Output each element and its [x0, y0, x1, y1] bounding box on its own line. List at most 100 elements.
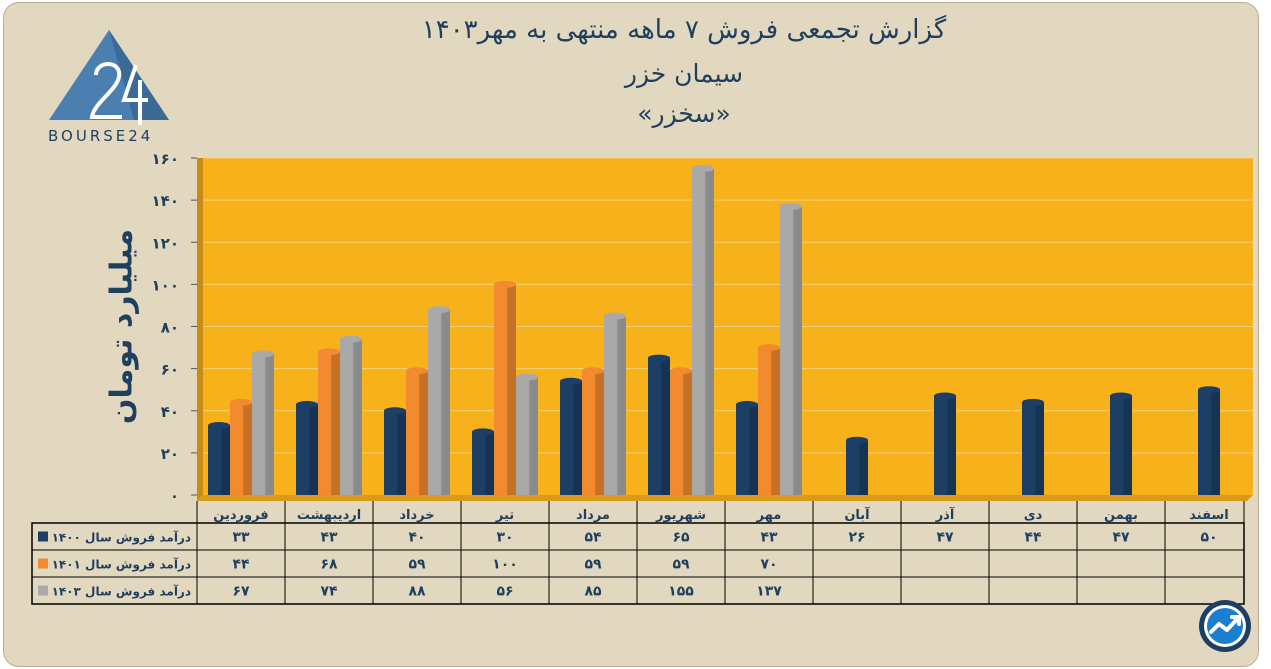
x-tick-label: شهریور [655, 508, 706, 523]
bar [934, 392, 956, 495]
y-tick-label: ۱۲۰ [152, 234, 179, 252]
bar-cap [670, 367, 692, 375]
data-label: ۵۹ [584, 557, 602, 573]
bar-shade [1123, 396, 1132, 495]
bar-shade [331, 351, 340, 495]
bar-cap [582, 367, 604, 375]
bar-shade [859, 440, 868, 495]
data-label: ۴۷ [936, 530, 954, 546]
data-label: ۴۴ [1024, 530, 1042, 546]
data-label: ۵۶ [496, 584, 513, 600]
bar [208, 421, 230, 495]
bar-cap [252, 350, 274, 358]
bar-body [516, 377, 538, 495]
chart-subtitle: سیمان خزر [624, 59, 744, 88]
bar-body [384, 410, 406, 495]
data-label: ۶۷ [232, 584, 250, 600]
bar-body [318, 351, 340, 495]
x-tick-label: مرداد [576, 508, 610, 523]
bar [1198, 386, 1220, 495]
data-label: ۱۵۵ [668, 584, 694, 600]
bar-cap [934, 392, 956, 400]
logo-text: BOURSE24 [48, 127, 154, 145]
bar-cap [494, 280, 516, 288]
bar-cap [472, 428, 494, 436]
bar [384, 407, 406, 495]
bar-shade [397, 410, 406, 495]
bar-shade [1211, 389, 1220, 495]
bar-shade [529, 377, 538, 495]
bar-cap [1022, 398, 1044, 406]
bar-cap [296, 400, 318, 408]
x-tick-label: مهر [756, 508, 782, 523]
bar [736, 400, 758, 495]
bar-shade [595, 370, 604, 495]
data-label: ۵۹ [408, 557, 426, 573]
bar-body [296, 404, 318, 495]
bar-cap [406, 367, 428, 375]
bar-body [934, 396, 956, 495]
legend-swatch [38, 558, 48, 569]
bar [472, 428, 494, 495]
bar [604, 312, 626, 495]
bar-body [846, 440, 868, 495]
bar-cap [208, 421, 230, 429]
legend-label: درآمد فروش سال ۱۴۰۱ [52, 557, 191, 573]
bar [758, 344, 780, 495]
bar [846, 436, 868, 495]
data-label: ۸۵ [584, 584, 602, 600]
bar-shade [573, 381, 582, 495]
bar-body [1198, 389, 1220, 495]
bar-shade [507, 284, 516, 495]
data-table [31, 522, 1245, 605]
bar [648, 354, 670, 495]
bar-shade [221, 425, 230, 495]
bar-cap [648, 354, 670, 362]
bar-cap [516, 373, 538, 381]
bar [296, 400, 318, 495]
bar-body [406, 370, 428, 495]
bar-shade [683, 370, 692, 495]
data-label: ۲۶ [848, 530, 865, 546]
bar [582, 367, 604, 495]
x-tick-label: فروردین [213, 508, 268, 523]
chart-title: گزارش تجمعی فروش ۷ ماهه منتهی به مهر۱۴۰۳ [421, 15, 947, 45]
bar [318, 348, 340, 495]
bar-body [252, 353, 274, 495]
bar-shade [309, 404, 318, 495]
bar [494, 280, 516, 495]
bar-cap [846, 436, 868, 444]
bar-body [472, 431, 494, 495]
bar-cap [560, 377, 582, 385]
data-label: ۶۵ [672, 530, 690, 546]
bar-body [780, 206, 802, 495]
bar-body [582, 370, 604, 495]
y-tick-label: ۴۰ [161, 403, 179, 421]
data-label: ۵۹ [672, 557, 690, 573]
bar [1022, 398, 1044, 495]
y-tick-label: ۲۰ [161, 445, 179, 463]
bar-cap [692, 165, 714, 173]
data-label: ۱۳۷ [756, 584, 782, 600]
data-label: ۸۸ [408, 584, 426, 600]
data-label: ۵۴ [584, 530, 602, 546]
bar-shade [485, 431, 494, 495]
bar [406, 367, 428, 495]
bar-shade [749, 404, 758, 495]
bar-cap [758, 344, 780, 352]
y-tick-label: ۱۴۰ [152, 192, 179, 210]
bar-body [692, 168, 714, 495]
bar-shade [771, 347, 780, 495]
bar-body [604, 315, 626, 495]
x-tick-label: اردیبهشت [297, 508, 361, 523]
bar-body [1110, 396, 1132, 495]
bar-cap [318, 348, 340, 356]
data-label: ۴۴ [232, 557, 250, 573]
data-label: ۴۷ [1112, 530, 1130, 546]
bar-body [648, 358, 670, 495]
bar-body [670, 370, 692, 495]
legend-swatch [38, 585, 48, 596]
bourse24-logo-icon [49, 30, 169, 125]
bar-body [230, 402, 252, 495]
legend-label: درآمد فروش سال ۱۴۰۳ [52, 584, 191, 600]
